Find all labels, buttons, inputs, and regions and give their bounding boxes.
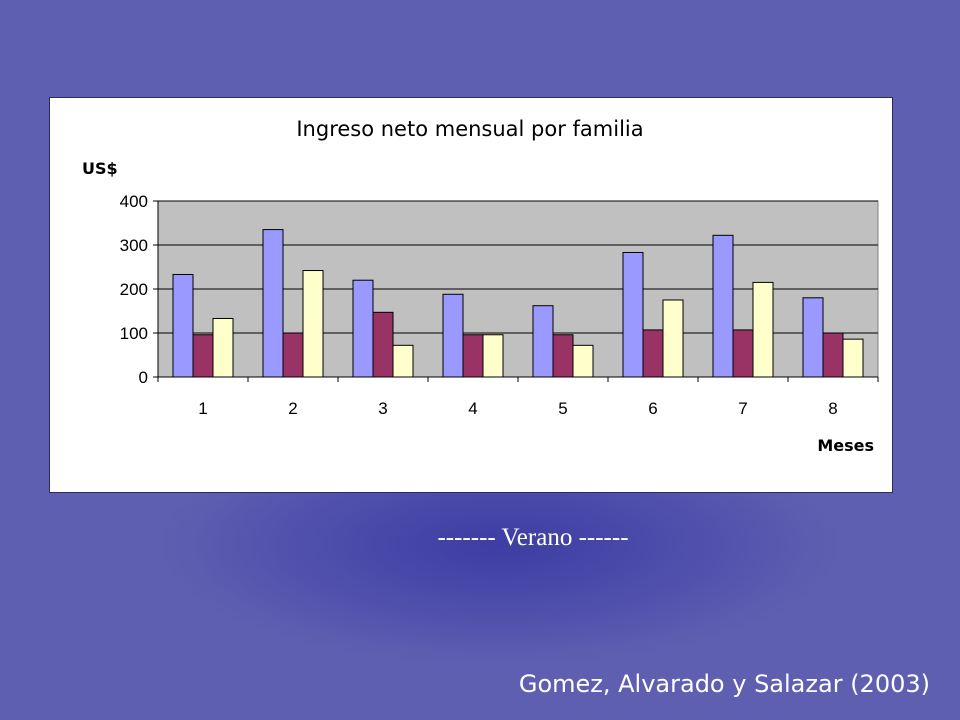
bar-series-3-month-2 <box>302 270 324 378</box>
x-tick-label: 6 <box>648 399 657 418</box>
x-tick-label: 2 <box>288 399 297 418</box>
bar-series-2-month-5 <box>552 334 574 378</box>
x-tick-label: 5 <box>558 399 567 418</box>
bar-series-1-month-3 <box>352 279 374 378</box>
bar-series-2-month-3 <box>372 311 394 378</box>
x-tick-label: 3 <box>378 399 387 418</box>
bar-series-2-month-1 <box>192 334 214 378</box>
chart-panel: Ingreso neto mensual por familia US$ Mes… <box>49 97 893 493</box>
bar-series-3-month-1 <box>212 317 234 378</box>
y-tick-label: 0 <box>139 368 148 387</box>
season-caption: ------- Verano ------ <box>437 524 629 551</box>
bar-series-1-month-5 <box>532 305 554 378</box>
bar-series-2-month-8 <box>822 332 844 378</box>
y-tick-label: 100 <box>120 324 148 343</box>
x-tick-label: 7 <box>738 399 747 418</box>
bar-series-2-month-2 <box>282 332 304 378</box>
bar-series-1-month-4 <box>442 293 464 378</box>
bar-series-3-month-8 <box>842 338 864 378</box>
axes <box>153 200 879 382</box>
bar-series-2-month-6 <box>642 329 664 378</box>
bar-series-1-month-2 <box>262 229 284 378</box>
x-tick-label: 1 <box>198 399 207 418</box>
bar-series-1-month-8 <box>802 297 824 378</box>
tick-labels: 0 100 200 300 400 1 2 3 4 5 6 7 8 <box>120 192 838 418</box>
bar-series-3-month-3 <box>392 344 414 378</box>
bar-series-1-month-1 <box>172 273 194 378</box>
y-axis-title: US$ <box>82 159 118 178</box>
y-tick-label: 200 <box>120 280 148 299</box>
bar-series-3-month-6 <box>662 299 684 378</box>
bar-series-2-month-4 <box>462 334 484 378</box>
bar-series-3-month-7 <box>752 281 774 378</box>
y-tick-label: 300 <box>120 236 148 255</box>
x-tick-label: 4 <box>468 399 477 418</box>
bar-series-2-month-7 <box>732 329 754 378</box>
x-axis-title: Meses <box>817 436 874 455</box>
bar-chart: Ingreso neto mensual por familia US$ Mes… <box>82 117 879 455</box>
citation: Gomez, Alvarado y Salazar (2003) <box>518 670 930 698</box>
bars <box>172 229 864 378</box>
bar-series-1-month-7 <box>712 234 734 378</box>
bar-series-3-month-4 <box>482 334 504 378</box>
chart-title: Ingreso neto mensual por familia <box>296 117 643 141</box>
y-tick-label: 400 <box>120 192 148 211</box>
bar-series-3-month-5 <box>572 344 594 378</box>
bar-series-1-month-6 <box>622 251 644 378</box>
x-tick-label: 8 <box>828 399 837 418</box>
